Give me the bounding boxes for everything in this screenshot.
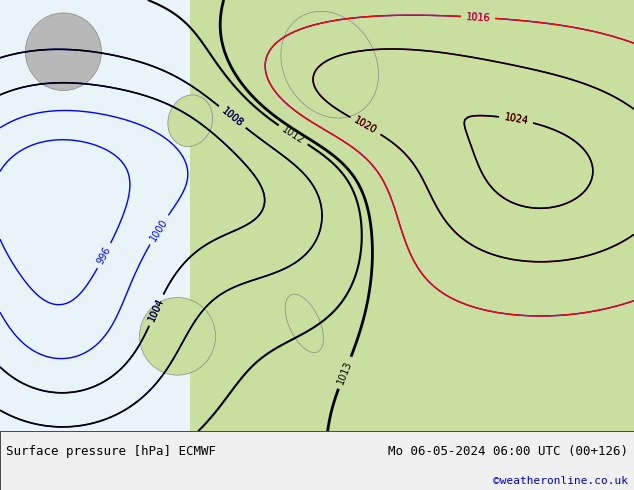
Text: Mo 06-05-2024 06:00 UTC (00+126): Mo 06-05-2024 06:00 UTC (00+126) <box>387 445 628 458</box>
Text: Surface pressure [hPa] ECMWF: Surface pressure [hPa] ECMWF <box>6 445 216 458</box>
Text: 1024: 1024 <box>503 112 529 126</box>
Ellipse shape <box>139 297 216 375</box>
Ellipse shape <box>285 294 323 353</box>
Ellipse shape <box>281 11 378 118</box>
Text: 1004: 1004 <box>146 297 165 323</box>
Text: ©weatheronline.co.uk: ©weatheronline.co.uk <box>493 476 628 486</box>
Text: 1012: 1012 <box>280 124 306 146</box>
Ellipse shape <box>25 13 101 91</box>
Bar <box>158 0 634 431</box>
Text: 1000: 1000 <box>148 217 170 243</box>
Text: 1008: 1008 <box>219 105 245 128</box>
Text: 996: 996 <box>96 245 113 266</box>
Text: 1016: 1016 <box>466 12 491 23</box>
Text: 1004: 1004 <box>146 297 165 323</box>
Text: 1016: 1016 <box>466 12 491 23</box>
Text: 1013: 1013 <box>335 360 354 386</box>
Ellipse shape <box>168 95 212 147</box>
Text: 1020: 1020 <box>353 115 378 136</box>
Text: 1020: 1020 <box>353 115 378 136</box>
Bar <box>0 0 190 431</box>
Text: 1024: 1024 <box>503 112 529 126</box>
Text: 1008: 1008 <box>219 105 245 128</box>
